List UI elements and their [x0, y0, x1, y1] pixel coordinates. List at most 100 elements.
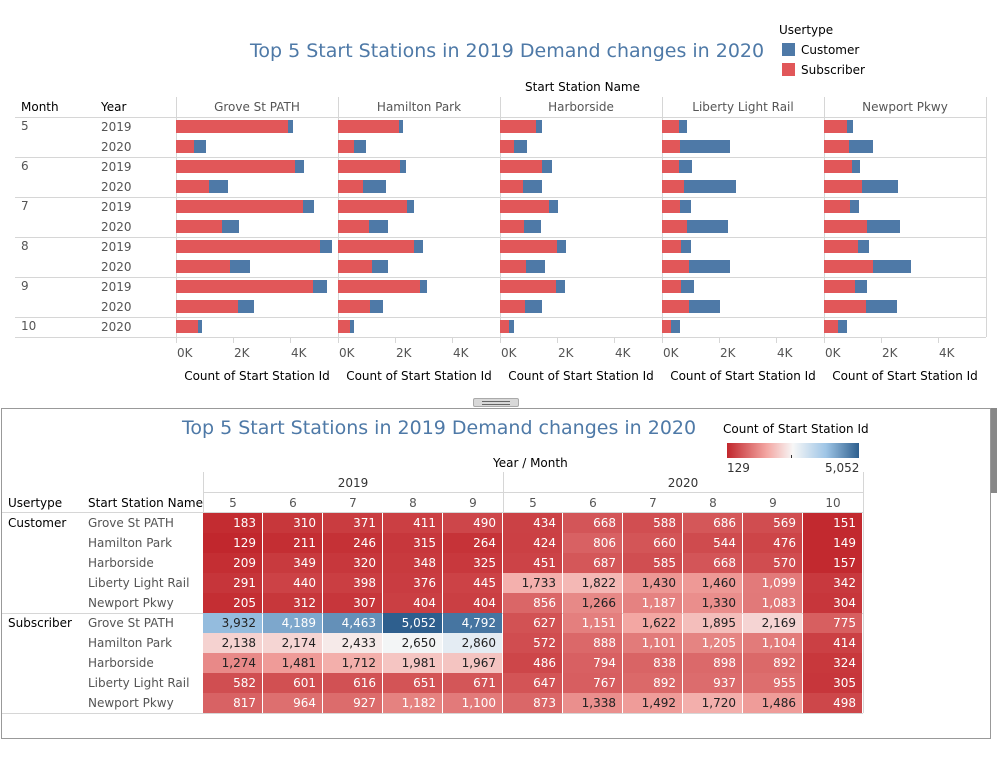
heatmap-cell: 349 [263, 553, 322, 573]
month-header: 6 [289, 496, 297, 510]
heatmap-cell: 1,486 [743, 693, 802, 713]
bar-customer [320, 240, 332, 253]
heatmap-cell: 246 [323, 533, 382, 553]
heatmap-cell: 4,792 [443, 613, 502, 633]
bar-subscriber [824, 120, 848, 133]
legend-item-subscriber: Subscriber [801, 63, 865, 77]
bar-customer [847, 120, 854, 133]
bar-customer [349, 320, 354, 333]
axis-tick [719, 338, 720, 343]
heatmap-cell: 2,138 [203, 633, 262, 653]
heatmap-row-header-usertype: Usertype [8, 496, 63, 510]
color-scale-max: 5,052 [825, 461, 860, 475]
heatmap-cell: 1,622 [623, 613, 682, 633]
bar-customer [369, 220, 389, 233]
bar-customer [400, 160, 406, 173]
heatmap-cell: 1,182 [383, 693, 442, 713]
heatmap-cell: 209 [203, 553, 262, 573]
month-header: 9 [769, 496, 777, 510]
heatmap-cell: 1,981 [383, 653, 442, 673]
panel-resize-handle[interactable] [473, 398, 519, 407]
heatmap-cell: 1,187 [623, 593, 682, 613]
subscriber-swatch [782, 63, 795, 76]
heatmap-cell: 687 [563, 553, 622, 573]
month-header: 6 [589, 496, 597, 510]
heatmap-cell: 404 [443, 593, 502, 613]
bar-customer [509, 320, 514, 333]
bar-customer [873, 260, 911, 273]
bar-customer [838, 320, 847, 333]
heatmap-cell: 414 [803, 633, 862, 653]
bar-subscriber [662, 280, 682, 293]
heatmap-col-header: Year / Month [493, 456, 568, 470]
station-label: Newport Pkwy [88, 596, 174, 610]
bar-subscriber [176, 160, 296, 173]
bar-customer [548, 200, 558, 213]
panel-divider [662, 97, 663, 337]
bar-subscriber [824, 240, 858, 253]
year-label: 2019 [101, 160, 132, 174]
heatmap-cell: 1,330 [683, 593, 742, 613]
panel-divider [986, 97, 987, 337]
usertype-label: Subscriber [8, 616, 72, 630]
year-label: 2020 [101, 260, 132, 274]
bar-subscriber [824, 300, 867, 313]
legend-item-customer: Customer [801, 43, 860, 57]
month-header: 5 [529, 496, 537, 510]
bar-customer [230, 260, 250, 273]
heatmap-cell: 411 [383, 513, 442, 533]
bar-customer [681, 280, 694, 293]
heatmap-cell: 838 [623, 653, 682, 673]
month-header: 9 [469, 496, 477, 510]
bar-subscriber [824, 220, 867, 233]
axis-tick [338, 338, 339, 343]
bar-customer [522, 180, 543, 193]
axis-tick-label: 2K [558, 346, 574, 360]
heatmap-cell: 668 [563, 513, 622, 533]
bar-subscriber [500, 140, 514, 153]
bar-subscriber [662, 160, 680, 173]
customer-swatch [782, 43, 795, 56]
axis-tick-label: 4K [291, 346, 307, 360]
bar-customer [419, 280, 427, 293]
heatmap-cell: 5,052 [383, 613, 442, 633]
bar-subscriber [176, 140, 194, 153]
heatmap-cell: 320 [323, 553, 382, 573]
axis-label: Count of Start Station Id [346, 369, 492, 383]
bar-customer [679, 200, 691, 213]
axis-tick [176, 338, 177, 343]
bar-subscriber [338, 300, 370, 313]
year-label: 2020 [101, 140, 132, 154]
heatmap-cell: 775 [803, 613, 862, 633]
station-header: Liberty Light Rail [692, 100, 794, 114]
heatmap-cell: 585 [623, 553, 682, 573]
bar-subscriber [338, 120, 399, 133]
heatmap-cell: 1,274 [203, 653, 262, 673]
axis-tick [233, 338, 234, 343]
year-label: 2020 [101, 180, 132, 194]
heatmap-cell: 572 [503, 633, 562, 653]
heatmap-cell: 2,650 [383, 633, 442, 653]
axis-label: Count of Start Station Id [508, 369, 654, 383]
heatmap-cell: 324 [803, 653, 862, 673]
scrollbar[interactable] [991, 408, 997, 493]
axis-tick-label: 4K [777, 346, 793, 360]
heatmap-cell: 434 [503, 513, 562, 533]
bar-subscriber [824, 280, 856, 293]
heatmap-cell: 305 [803, 673, 862, 693]
bar-customer [851, 160, 861, 173]
month-divider [15, 157, 986, 158]
heatmap-cell: 304 [803, 593, 862, 613]
heatmap-cell: 4,189 [263, 613, 322, 633]
heatmap-cell: 398 [323, 573, 382, 593]
year-label: 2020 [101, 300, 132, 314]
heatmap-cell: 647 [503, 673, 562, 693]
row-header-month: Month [21, 100, 59, 114]
month-divider [15, 117, 986, 118]
year-header: 2020 [667, 476, 699, 490]
header-divider [2, 512, 863, 513]
bar-subscriber [662, 300, 690, 313]
bar-customer [866, 220, 901, 233]
axis-tick-label: 2K [234, 346, 250, 360]
bar-customer [407, 200, 415, 213]
